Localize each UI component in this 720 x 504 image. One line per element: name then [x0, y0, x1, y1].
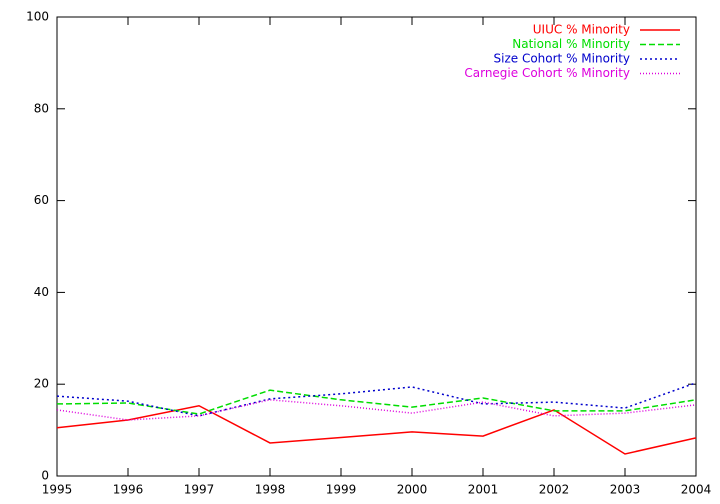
plot-frame	[56, 16, 697, 477]
x-tick-label: 2001	[468, 483, 499, 497]
x-tick-label: 2002	[539, 483, 570, 497]
legend-label: Carnegie Cohort % Minority	[464, 66, 630, 80]
legend-label: Size Cohort % Minority	[494, 52, 631, 66]
y-tick-label: 40	[34, 285, 49, 299]
x-tick-label: 2000	[397, 483, 428, 497]
series-line	[56, 389, 697, 415]
y-tick-label: 0	[41, 469, 49, 483]
x-tick-label: 2004	[681, 483, 712, 497]
y-tick-label: 80	[34, 101, 49, 115]
legend-label: UIUC % Minority	[533, 23, 630, 37]
series-line	[56, 404, 697, 455]
x-tick-label: 2003	[610, 483, 641, 497]
y-tick-label: 60	[34, 193, 49, 207]
x-tick-label: 1997	[184, 483, 215, 497]
y-tick-label: 20	[34, 377, 49, 391]
legend-label: National % Minority	[512, 37, 630, 51]
series-line	[56, 399, 697, 421]
x-tick-label: 1996	[113, 483, 144, 497]
y-tick-label: 100	[26, 10, 49, 24]
x-tick-label: 1995	[42, 483, 73, 497]
x-tick-label: 1999	[326, 483, 357, 497]
x-tick-label: 1998	[255, 483, 286, 497]
